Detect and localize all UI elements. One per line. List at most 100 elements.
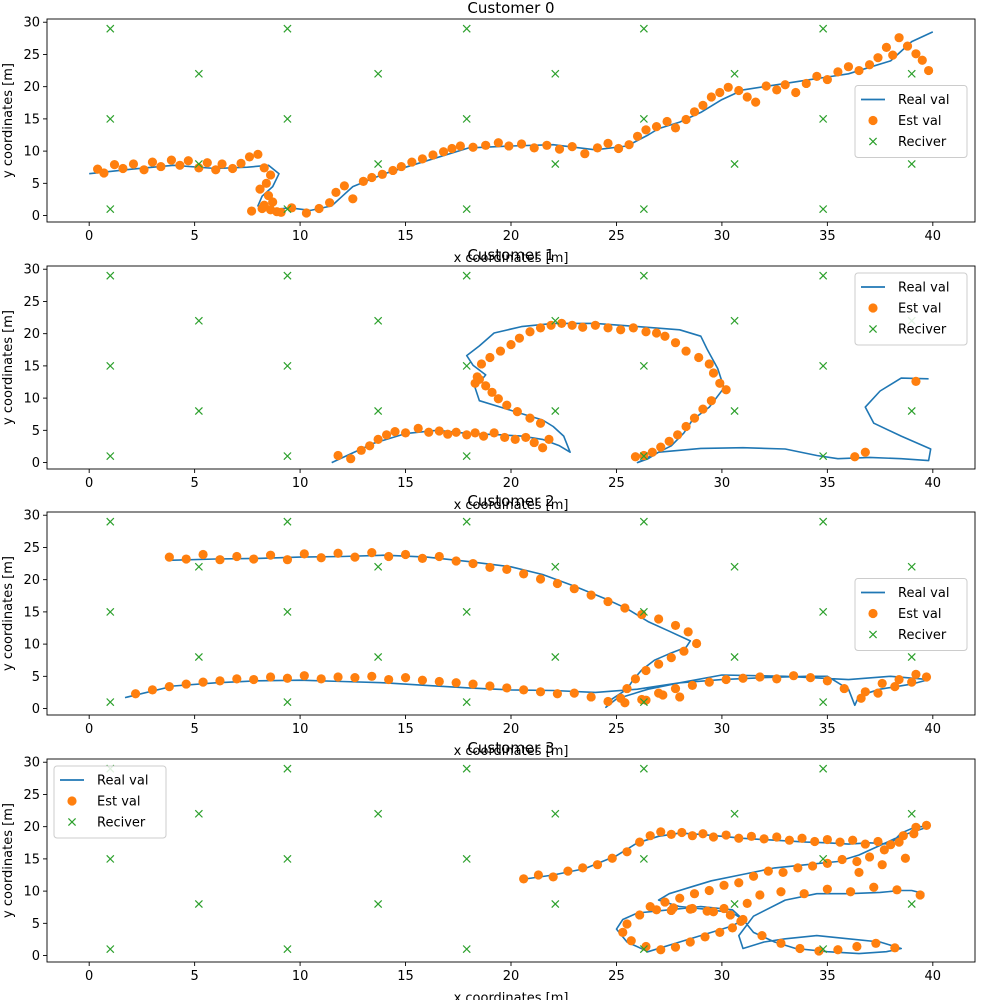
receiver-point — [730, 562, 739, 571]
est-val-point — [472, 372, 482, 382]
est-val-point — [921, 820, 932, 830]
est-val-point — [843, 62, 854, 72]
y-tick-label: 30 — [23, 16, 40, 31]
est-val-point — [428, 150, 438, 160]
est-val-point — [502, 400, 512, 410]
est-val-point — [514, 333, 525, 343]
est-val-point — [784, 835, 795, 845]
est-val-point — [265, 550, 276, 560]
receiver-point — [551, 316, 560, 325]
receiver-point — [194, 69, 203, 78]
est-val-point — [217, 159, 227, 169]
est-val-point — [681, 114, 691, 125]
est-val-point — [164, 552, 174, 562]
est-val-point — [704, 885, 714, 896]
est-val-point — [715, 927, 725, 937]
est-val-point — [521, 432, 531, 443]
est-val-point — [801, 78, 811, 89]
chart-title: Customer 3 — [467, 739, 554, 757]
x-axis-label: x coordinates [m] — [454, 991, 569, 1000]
est-val-point — [301, 208, 312, 218]
est-val-point — [689, 107, 700, 117]
est-val-point — [723, 82, 733, 92]
receiver-point — [374, 809, 383, 818]
est-val-point — [907, 677, 917, 687]
x-tick-label: 15 — [397, 229, 414, 244]
est-val-point — [99, 168, 109, 178]
chart-title: Customer 1 — [467, 246, 554, 264]
est-val-point — [761, 81, 771, 91]
receiver-point — [639, 114, 648, 123]
est-val-point — [630, 674, 641, 684]
est-val-point — [848, 835, 858, 845]
est-val-point — [721, 385, 731, 395]
est-val-point — [578, 322, 588, 332]
y-tick-label: 15 — [23, 359, 40, 374]
x-tick-label: 20 — [503, 476, 520, 491]
est-val-point — [502, 683, 512, 693]
y-tick-label: 0 — [32, 456, 40, 471]
est-val-point — [704, 359, 714, 369]
receiver-point — [819, 114, 828, 123]
receiver-point — [819, 361, 828, 370]
est-val-point — [759, 834, 769, 844]
legend-label: Real val — [97, 774, 148, 789]
est-val-point — [698, 829, 708, 839]
est-val-point — [837, 854, 847, 865]
est-val-point — [164, 682, 174, 692]
x-axis-label: x coordinates [m] — [454, 251, 569, 266]
est-val-point — [839, 683, 849, 694]
est-val-point — [915, 890, 925, 900]
plot-area-0 — [89, 24, 934, 218]
est-val-point — [873, 688, 883, 698]
est-val-point — [742, 898, 752, 908]
x-tick-label: 5 — [190, 476, 198, 491]
est-val-point — [249, 554, 259, 564]
legend: Real val Est val Reciver — [53, 765, 167, 839]
y-tick-label: 5 — [32, 670, 40, 685]
receiver-point — [907, 69, 916, 78]
receiver-point — [283, 205, 292, 214]
est-val-point — [535, 687, 546, 697]
est-val-point — [365, 441, 375, 451]
receiver-point — [462, 205, 471, 214]
y-tick-label: 0 — [32, 949, 40, 964]
est-val-point — [670, 338, 681, 348]
est-val-point — [706, 92, 716, 102]
est-val-point — [670, 123, 681, 133]
est-val-point — [852, 941, 862, 952]
est-val-point — [268, 197, 278, 207]
est-val-point — [708, 368, 719, 378]
legend-x-icon — [868, 630, 878, 639]
receiver-point — [462, 452, 471, 461]
est-val-point — [805, 673, 816, 683]
est-val-point — [772, 85, 782, 95]
est-val-point — [715, 87, 725, 98]
x-tick-label: 10 — [292, 969, 309, 984]
est-val-point — [462, 430, 472, 440]
est-val-point — [656, 442, 666, 452]
est-val-point — [645, 831, 655, 841]
est-val-point — [333, 548, 343, 558]
est-val-point — [662, 116, 672, 127]
est-val-point — [822, 884, 832, 894]
est-val-point — [569, 688, 579, 698]
est-val-point — [654, 659, 664, 669]
est-val-point — [628, 323, 638, 333]
est-val-point — [417, 553, 428, 564]
est-val-point — [651, 122, 662, 132]
est-val-point — [580, 149, 590, 159]
est-val-point — [708, 832, 719, 842]
receiver-point — [283, 361, 292, 370]
est-val-point — [590, 320, 600, 330]
est-val-point — [620, 698, 630, 708]
y-axis-label: y coordinates [m] — [1, 310, 16, 425]
est-val-point — [377, 169, 387, 179]
est-val-point — [487, 387, 497, 397]
legend: Real val Est val Reciver — [854, 85, 968, 158]
x-tick-label: 20 — [503, 722, 520, 737]
x-tick-label: 35 — [819, 476, 836, 491]
receiver-point — [374, 899, 383, 909]
receiver-point — [283, 24, 292, 33]
